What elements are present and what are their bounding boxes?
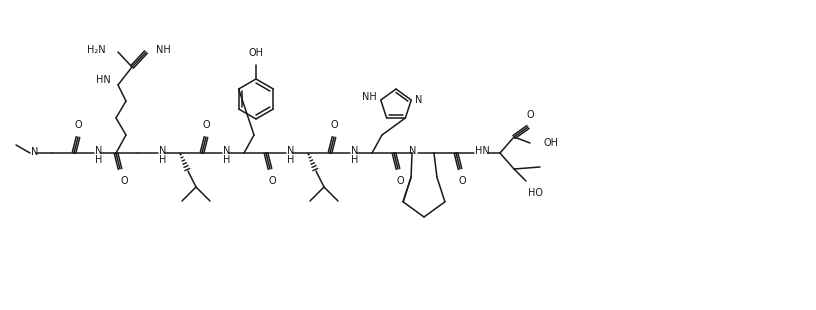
- Text: H: H: [287, 155, 295, 165]
- Text: N: N: [415, 95, 423, 105]
- Text: O: O: [397, 176, 404, 186]
- Text: O: O: [202, 120, 210, 130]
- Text: H₂N: H₂N: [87, 45, 106, 55]
- Text: OH: OH: [249, 48, 264, 58]
- Text: HO: HO: [528, 188, 543, 198]
- Text: NH: NH: [156, 45, 171, 55]
- Text: N: N: [223, 146, 230, 156]
- Text: N: N: [410, 146, 417, 156]
- Text: NH: NH: [362, 92, 377, 102]
- Text: H: H: [159, 155, 166, 165]
- Text: O: O: [74, 120, 82, 130]
- Text: N: N: [287, 146, 295, 156]
- Text: OH: OH: [544, 138, 559, 148]
- Text: O: O: [526, 110, 534, 120]
- Text: H: H: [95, 155, 102, 165]
- Text: O: O: [330, 120, 338, 130]
- Text: H: H: [223, 155, 230, 165]
- Text: N: N: [159, 146, 166, 156]
- Text: O: O: [459, 176, 466, 186]
- Text: H: H: [351, 155, 358, 165]
- Text: HN: HN: [96, 75, 111, 85]
- Text: O: O: [268, 176, 276, 186]
- Text: N: N: [31, 147, 38, 157]
- Text: O: O: [120, 176, 128, 186]
- Text: N: N: [351, 146, 358, 156]
- Text: N: N: [95, 146, 102, 156]
- Text: HN: HN: [475, 146, 490, 156]
